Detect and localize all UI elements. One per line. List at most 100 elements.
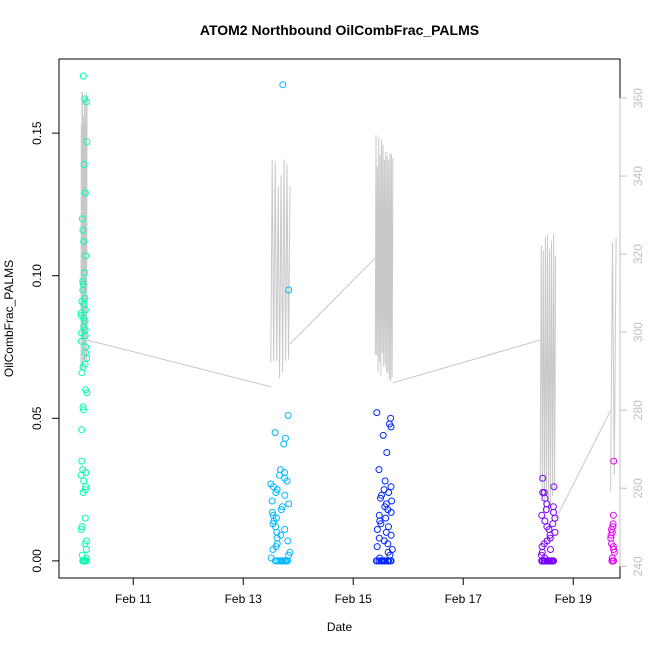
data-point: [375, 511, 383, 519]
data-point: [281, 491, 289, 499]
y-tick-label: 0.15: [30, 121, 44, 145]
data-point: [549, 503, 557, 511]
data-point: [373, 526, 381, 533]
data-point: [80, 477, 88, 485]
data-point: [80, 238, 88, 245]
x-axis-label: Date: [327, 620, 353, 634]
data-point: [268, 497, 276, 505]
data-point: [549, 520, 557, 528]
x-tick-label: Feb 13: [225, 592, 263, 606]
data-point: [77, 337, 85, 345]
data-point: [387, 414, 395, 422]
data-points: [77, 72, 618, 565]
data-point: [378, 491, 385, 499]
data-point: [80, 406, 87, 414]
data-point: [82, 557, 90, 565]
y-axis-label: OilCombFrac_PALMS: [2, 260, 16, 377]
y2-tick-label: 280: [631, 400, 645, 420]
data-point: [547, 546, 554, 553]
data-point: [269, 546, 277, 553]
data-point: [387, 483, 395, 491]
y-tick-label: 0.05: [30, 406, 44, 430]
data-point: [607, 531, 615, 539]
line-segment: [539, 233, 557, 513]
data-point: [78, 457, 86, 465]
y-tick-label: 0.00: [30, 549, 44, 573]
data-point: [78, 215, 86, 223]
data-point: [383, 449, 391, 456]
line-connector: [289, 257, 376, 345]
data-point: [82, 546, 90, 553]
y2-tick-label: 300: [631, 322, 645, 342]
data-point: [385, 523, 392, 531]
data-point: [609, 511, 617, 519]
x-tick-label: Feb 11: [115, 592, 152, 606]
data-point: [77, 471, 85, 479]
data-point: [610, 546, 618, 553]
data-point: [541, 517, 549, 525]
data-point: [82, 349, 89, 357]
data-point: [82, 252, 90, 260]
data-point: [539, 474, 547, 482]
data-point: [382, 514, 390, 522]
data-point: [281, 557, 289, 565]
data-point: [282, 434, 289, 442]
data-point: [546, 531, 554, 539]
data-point: [272, 489, 280, 496]
data-point: [387, 531, 395, 539]
data-point: [79, 489, 87, 496]
data-point: [373, 409, 381, 417]
data-point: [538, 511, 546, 519]
data-point: [385, 489, 393, 496]
y2-tick-label: 240: [631, 556, 645, 576]
line-segment: [374, 135, 394, 382]
data-point: [79, 226, 87, 234]
line-segment: [80, 91, 88, 371]
data-point: [387, 508, 395, 516]
data-point: [79, 403, 87, 411]
data-point: [78, 369, 86, 377]
data-point: [538, 548, 546, 556]
data-point: [548, 557, 556, 565]
data-point: [381, 477, 389, 485]
data-point: [79, 277, 87, 285]
data-point: [77, 526, 85, 533]
line-segment: [270, 159, 291, 379]
plot-frame: [58, 58, 621, 579]
data-point: [81, 332, 89, 340]
chart-title: ATOM2 Northbound OilCombFrac_PALMS: [200, 22, 479, 38]
data-point: [267, 554, 275, 562]
data-point: [83, 138, 91, 146]
data-point: [277, 506, 285, 514]
data-point: [384, 557, 392, 565]
y-tick-label: 0.10: [30, 264, 44, 288]
data-point: [542, 506, 550, 514]
line-connector: [392, 339, 541, 384]
data-point: [276, 471, 283, 479]
data-point: [285, 500, 293, 508]
data-point: [283, 477, 291, 485]
data-point: [79, 286, 87, 294]
data-point: [80, 161, 88, 168]
data-point: [77, 309, 85, 317]
data-point: [83, 389, 91, 397]
data-point: [610, 557, 618, 565]
data-point: [379, 431, 387, 439]
data-point: [377, 494, 384, 502]
data-point: [388, 497, 396, 505]
data-point: [79, 72, 87, 80]
data-point: [273, 557, 281, 565]
data-point: [280, 440, 288, 448]
data-point: [550, 508, 557, 516]
data-point: [281, 526, 289, 533]
x-tick-label: Feb 17: [445, 592, 483, 606]
data-point: [375, 466, 383, 474]
data-point: [539, 557, 546, 565]
data-point: [276, 466, 284, 474]
y2-tick-label: 260: [631, 478, 645, 498]
data-point: [373, 543, 381, 551]
data-point: [81, 189, 89, 197]
data-point: [375, 557, 383, 565]
data-point: [279, 81, 287, 89]
